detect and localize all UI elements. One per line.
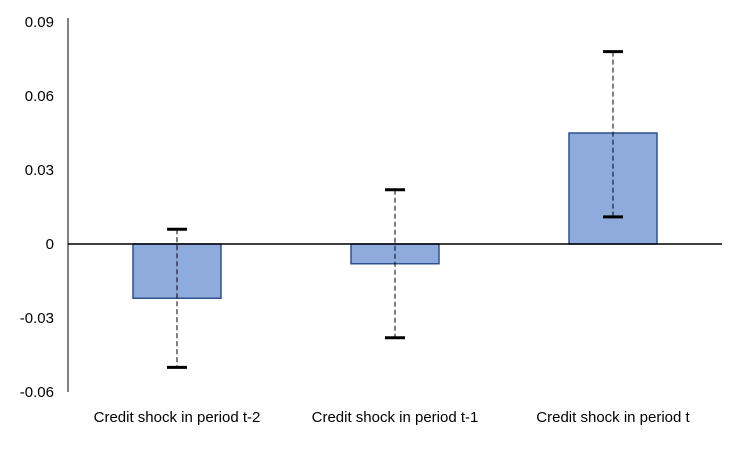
error-bars-group (167, 50, 623, 369)
y-tick-labels: 0.09 0.06 0.03 0 -0.03 -0.06 (20, 14, 54, 401)
x-label-1: Credit shock in period t-2 (94, 409, 261, 426)
y-tick-label-1: 0.09 (25, 14, 54, 31)
y-tick-label-3: 0.03 (25, 162, 54, 179)
x-label-2: Credit shock in period t-1 (312, 409, 479, 426)
y-tick-label-5: -0.03 (20, 310, 54, 327)
x-category-labels: Credit shock in period t-2 Credit shock i… (94, 409, 691, 426)
axes-group (67, 18, 722, 392)
x-label-3: Credit shock in period t (536, 409, 690, 426)
y-tick-label-4: 0 (46, 236, 54, 253)
y-tick-label-2: 0.06 (25, 88, 54, 105)
y-tick-label-6: -0.06 (20, 384, 54, 401)
